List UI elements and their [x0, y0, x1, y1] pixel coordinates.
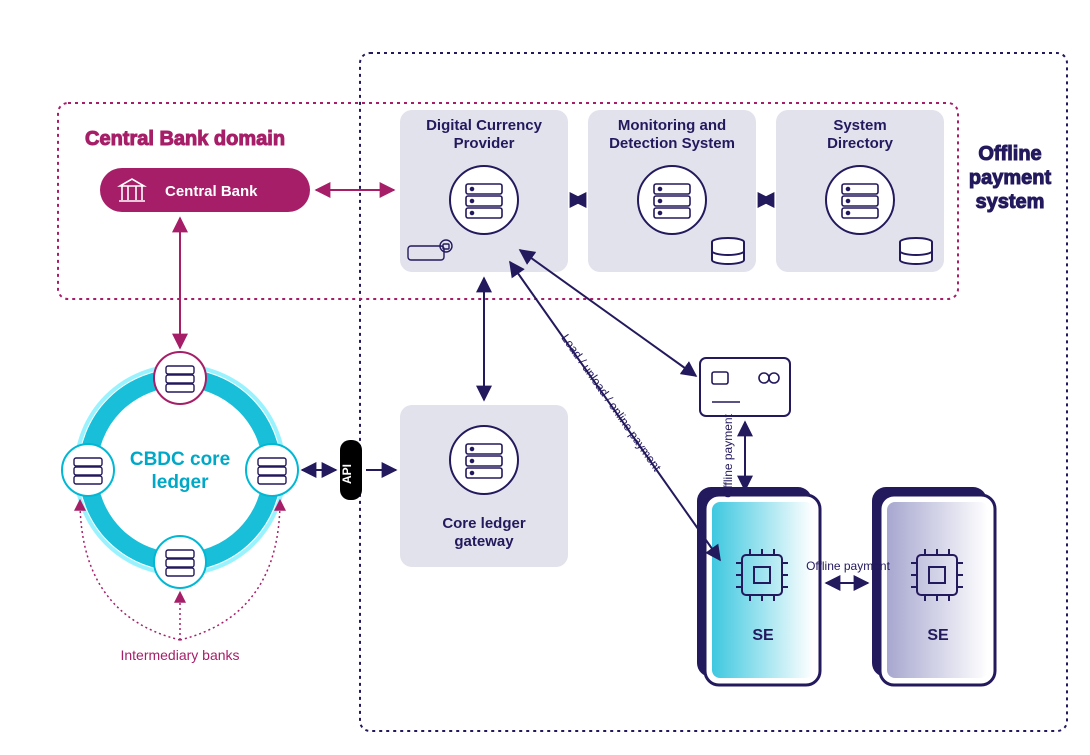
api-label: API: [340, 464, 354, 484]
offline-domain-title-1: Offline: [978, 143, 1041, 165]
clg-node: Core ledger gateway: [400, 405, 568, 567]
dcp-title-1: Digital Currency: [426, 117, 543, 134]
intermediary-label: Intermediary banks: [120, 647, 239, 663]
ledger-node-top: [154, 352, 206, 404]
api-pill: API: [340, 440, 362, 500]
cbdc-ledger-ring: CBDC core ledger: [62, 352, 298, 588]
architecture-diagram: Offline payment system Central Bank doma…: [0, 0, 1090, 755]
phone-left-se: SE: [752, 627, 774, 644]
mds-title-2: Detection System: [609, 135, 735, 152]
edge-label-load: Load / unload / online payment: [558, 331, 664, 474]
ledger-title-1: CBDC core: [130, 449, 230, 470]
dcp-title-2: Provider: [454, 135, 515, 152]
database-icon: [900, 238, 932, 264]
sd-title-2: Directory: [827, 135, 894, 152]
edge-label-offline-phones: Offline payment: [806, 559, 890, 573]
offline-domain-title-2: payment: [969, 167, 1052, 189]
ledger-node-bottom: [154, 536, 206, 588]
ledger-node-left: [62, 444, 114, 496]
clg-title-2: gateway: [454, 533, 514, 550]
central-bank-node: Central Bank: [100, 168, 310, 212]
dcp-node: Digital Currency Provider: [400, 110, 568, 272]
clg-title-1: Core ledger: [442, 515, 526, 532]
phone-left: SE: [697, 487, 820, 685]
phone-right: SE: [872, 487, 995, 685]
payment-card: [700, 358, 790, 416]
central-domain-title: Central Bank domain: [85, 128, 285, 150]
edge-label-offline-card: Offline payment: [721, 413, 735, 497]
sd-title-1: System: [833, 117, 886, 134]
central-bank-label: Central Bank: [165, 183, 258, 200]
sd-node: System Directory: [776, 110, 944, 272]
database-icon: [712, 238, 744, 264]
mds-title-1: Monitoring and: [618, 117, 726, 134]
ledger-title-2: ledger: [151, 472, 209, 493]
mds-node: Monitoring and Detection System: [588, 110, 756, 272]
ledger-node-right: [246, 444, 298, 496]
offline-domain-title-3: system: [976, 191, 1045, 213]
phone-right-se: SE: [927, 627, 949, 644]
